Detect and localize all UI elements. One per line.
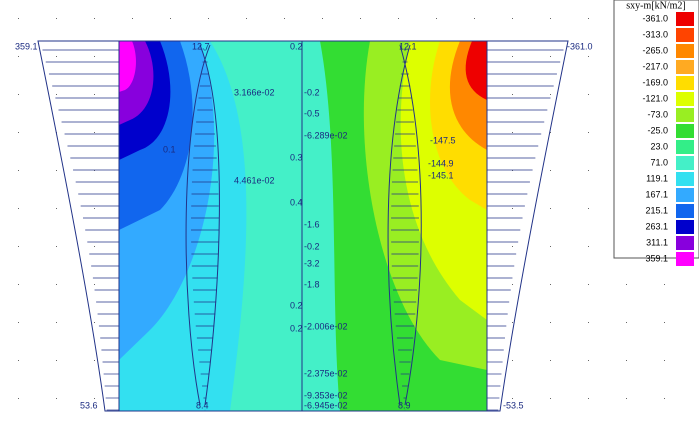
value-label: 0.1 bbox=[163, 144, 176, 154]
value-label: 3.166e-02 bbox=[234, 87, 275, 97]
legend-swatch bbox=[676, 108, 694, 122]
value-label: 0.2 bbox=[290, 300, 303, 310]
value-label: -9.353e-02 bbox=[304, 390, 348, 400]
legend-label: 359.1 bbox=[645, 253, 668, 263]
value-label: -6.289e-02 bbox=[304, 130, 348, 140]
value-label: -0.2 bbox=[304, 87, 320, 97]
legend-swatch bbox=[676, 188, 694, 202]
value-label: -147.5 bbox=[430, 135, 456, 145]
legend-swatch bbox=[676, 92, 694, 106]
legend-label: 167.1 bbox=[645, 189, 668, 199]
value-label: -2.006e-02 bbox=[304, 321, 348, 331]
value-label: -2.375e-02 bbox=[304, 368, 348, 378]
value-label: -144.9 bbox=[428, 158, 454, 168]
legend-label: 119.1 bbox=[646, 173, 668, 183]
legend-swatch bbox=[676, 172, 694, 186]
legend-swatch bbox=[676, 236, 694, 250]
value-label: 4.461e-02 bbox=[234, 175, 275, 185]
legend-label: -169.0 bbox=[642, 77, 668, 87]
legend-label: -313.0 bbox=[642, 29, 668, 39]
value-label: 8.4 bbox=[196, 400, 209, 410]
legend-label: 263.1 bbox=[645, 221, 668, 231]
value-label: -145.1 bbox=[428, 170, 454, 180]
legend-swatch bbox=[676, 156, 694, 170]
legend-swatch bbox=[676, 28, 694, 42]
value-label: 8.9 bbox=[398, 400, 411, 410]
legend-swatch bbox=[676, 140, 694, 154]
value-label: 359.1 bbox=[15, 41, 38, 51]
value-label: 0.2 bbox=[290, 41, 303, 51]
value-label: 12.1 bbox=[399, 41, 417, 51]
legend-label: -361.0 bbox=[642, 13, 668, 23]
value-label: -0.2 bbox=[304, 241, 320, 251]
legend-swatch bbox=[676, 252, 694, 266]
value-label: -361.0 bbox=[567, 41, 593, 51]
legend-swatch bbox=[676, 204, 694, 218]
legend-swatch bbox=[676, 60, 694, 74]
value-label: -1.6 bbox=[304, 219, 320, 229]
value-label: -3.2 bbox=[304, 258, 320, 268]
legend-swatch bbox=[676, 76, 694, 90]
legend-title: sxy-m[kN/m2] bbox=[626, 0, 685, 11]
legend-label: -25.0 bbox=[647, 125, 668, 135]
value-label: 0.4 bbox=[290, 197, 303, 207]
value-label: -6.945e-02 bbox=[304, 400, 348, 410]
legend-swatch bbox=[676, 220, 694, 234]
legend-label: -73.0 bbox=[647, 109, 668, 119]
legend-label: -217.0 bbox=[642, 61, 668, 71]
value-label: -1.8 bbox=[304, 279, 320, 289]
legend-label: -121.0 bbox=[642, 93, 668, 103]
legend-label: 215.1 bbox=[645, 205, 668, 215]
hatching bbox=[42, 49, 564, 411]
value-label: 0.3 bbox=[290, 152, 303, 162]
diagram-lines bbox=[37, 40, 569, 412]
legend-label: -265.0 bbox=[642, 45, 668, 55]
legend-swatch bbox=[676, 44, 694, 58]
value-label: -53.5 bbox=[503, 400, 524, 410]
value-label: 12.7 bbox=[192, 41, 210, 51]
legend-swatch bbox=[676, 124, 694, 138]
value-label: 0.2 bbox=[290, 323, 303, 333]
value-label: 53.6 bbox=[80, 400, 98, 410]
legend-label: 71.0 bbox=[650, 157, 668, 167]
legend-swatch bbox=[676, 12, 694, 26]
legend-label: 23.0 bbox=[650, 141, 668, 151]
value-label: -0.5 bbox=[304, 108, 320, 118]
contour-field bbox=[119, 41, 487, 411]
legend-label: 311.1 bbox=[646, 237, 668, 247]
